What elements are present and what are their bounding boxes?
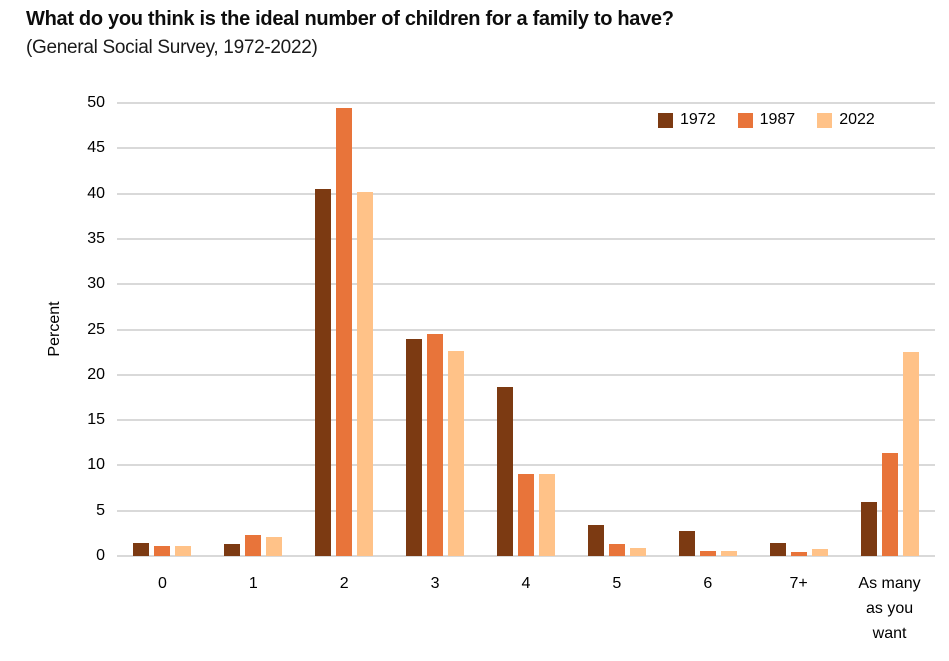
- legend: 1972 1987 2022: [658, 111, 875, 129]
- bar-1972-6: [678, 530, 695, 556]
- bar-2022-0: [175, 546, 192, 556]
- bar-group-2: [299, 103, 390, 556]
- gridline: [117, 237, 935, 240]
- bar-2022-7+: [811, 548, 828, 556]
- gridline: [117, 464, 935, 467]
- x-tick-label: 3: [430, 575, 440, 592]
- gridline: [117, 373, 935, 376]
- bar-1987-4: [517, 474, 534, 556]
- y-tick-label: 5: [96, 501, 105, 519]
- bar-2022-2: [357, 191, 374, 556]
- x-tick-label: 6: [703, 575, 713, 592]
- bar-group-3: [390, 103, 481, 556]
- bar-1987-3: [427, 334, 444, 556]
- bar-1987-5: [608, 544, 625, 556]
- gridline: [117, 283, 935, 286]
- bar-group-6: [662, 103, 753, 556]
- gridline: [117, 419, 935, 422]
- legend-item-1972: 1972: [658, 111, 716, 129]
- bar-1972-4: [496, 386, 513, 556]
- bar-1987-6: [699, 550, 716, 556]
- legend-label-2022: 2022: [839, 111, 875, 128]
- bar-group-1: [208, 103, 299, 556]
- bar-1972-0: [133, 543, 150, 556]
- gridline: [117, 147, 935, 150]
- bar-group-5: [571, 103, 662, 556]
- bar-1972-As many as you want: [860, 501, 877, 556]
- x-tick-label: 4: [521, 575, 531, 592]
- y-tick-label: 10: [87, 456, 105, 474]
- x-tick-label: 1: [248, 575, 258, 592]
- bar-group-4: [481, 103, 572, 556]
- gridline: [117, 102, 935, 104]
- y-tick-label: 20: [87, 365, 105, 383]
- bar-group-As many as you want: [844, 103, 935, 556]
- gridline: [117, 555, 935, 557]
- legend-swatch-1987: [737, 112, 753, 128]
- x-tick-label: 0: [157, 575, 167, 592]
- x-tick-label: 2: [339, 575, 349, 592]
- bar-2022-6: [720, 551, 737, 556]
- y-tick-label: 45: [87, 139, 105, 157]
- legend-swatch-2022: [817, 112, 833, 128]
- bar-1972-1: [224, 544, 241, 556]
- y-axis-ticks: 0 5 10 15 20 25 30 35 40 45 50: [40, 95, 105, 564]
- chart-title: What do you think is the ideal number of…: [26, 8, 674, 30]
- bar-1987-As many as you want: [881, 452, 898, 556]
- y-tick-label: 35: [87, 229, 105, 247]
- bar-1987-0: [154, 546, 171, 556]
- x-tick-label: 5: [612, 575, 622, 592]
- legend-label-1987: 1987: [759, 111, 796, 128]
- y-tick-label: 30: [87, 275, 105, 293]
- chart-subtitle: (General Social Survey, 1972-2022): [26, 37, 318, 58]
- bar-2022-5: [629, 547, 646, 556]
- legend-label-1972: 1972: [680, 111, 716, 128]
- y-tick-label: 15: [87, 411, 105, 429]
- gridline: [117, 328, 935, 331]
- legend-swatch-1972: [658, 112, 673, 128]
- bar-group-7+: [753, 103, 844, 556]
- x-tick-label: 7+: [789, 575, 808, 592]
- plot-area: [117, 102, 935, 557]
- bar-2022-As many as you want: [902, 352, 919, 556]
- y-tick-label: 0: [96, 547, 105, 564]
- x-tick-label: As many as you want: [858, 575, 921, 642]
- bar-group-0: [117, 103, 208, 556]
- bar-1972-5: [587, 525, 604, 556]
- legend-item-2022: 2022: [817, 111, 875, 129]
- bar-2022-3: [448, 351, 465, 556]
- bar-1987-1: [245, 535, 262, 556]
- gridline: [117, 192, 935, 195]
- bar-2022-4: [538, 474, 555, 556]
- bar-1972-3: [406, 338, 423, 556]
- bar-1987-7+: [790, 552, 807, 556]
- bar-2022-1: [266, 536, 283, 556]
- bar-1987-2: [336, 108, 353, 556]
- legend-item-1987: 1987: [737, 111, 796, 129]
- y-tick-label: 50: [87, 94, 105, 111]
- bar-1972-7+: [769, 543, 786, 556]
- bar-1972-2: [315, 189, 332, 556]
- y-tick-label: 40: [87, 184, 105, 202]
- y-tick-label: 25: [87, 320, 105, 338]
